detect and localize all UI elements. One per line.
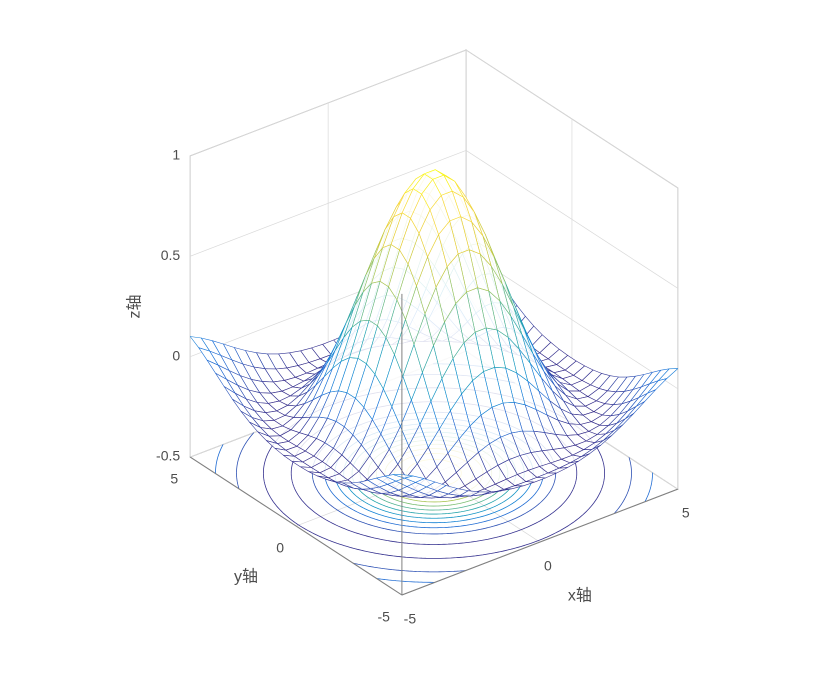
y-tick: -5 xyxy=(377,608,390,624)
z-tick: -0.5 xyxy=(156,448,180,464)
z-tick: 0 xyxy=(172,347,180,363)
z-tick: 1 xyxy=(172,147,180,163)
x-tick: -5 xyxy=(404,610,417,626)
y-tick: 5 xyxy=(170,470,178,486)
y-tick: 0 xyxy=(276,539,284,555)
x-tick: 5 xyxy=(682,505,690,521)
x-axis-label: x轴 xyxy=(568,586,592,604)
surface-chart: -5 0 5 -5 0 5 -0.5 0 0.5 1 x轴 y轴 z轴 xyxy=(0,0,823,685)
x-tick: 0 xyxy=(544,557,552,573)
y-axis-label: y轴 xyxy=(234,567,258,585)
z-tick: 0.5 xyxy=(161,247,181,263)
z-axis-label: z轴 xyxy=(125,294,143,318)
